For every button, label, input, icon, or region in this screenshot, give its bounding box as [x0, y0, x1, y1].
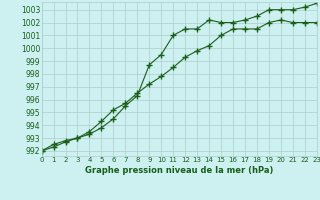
X-axis label: Graphe pression niveau de la mer (hPa): Graphe pression niveau de la mer (hPa) [85, 166, 273, 175]
